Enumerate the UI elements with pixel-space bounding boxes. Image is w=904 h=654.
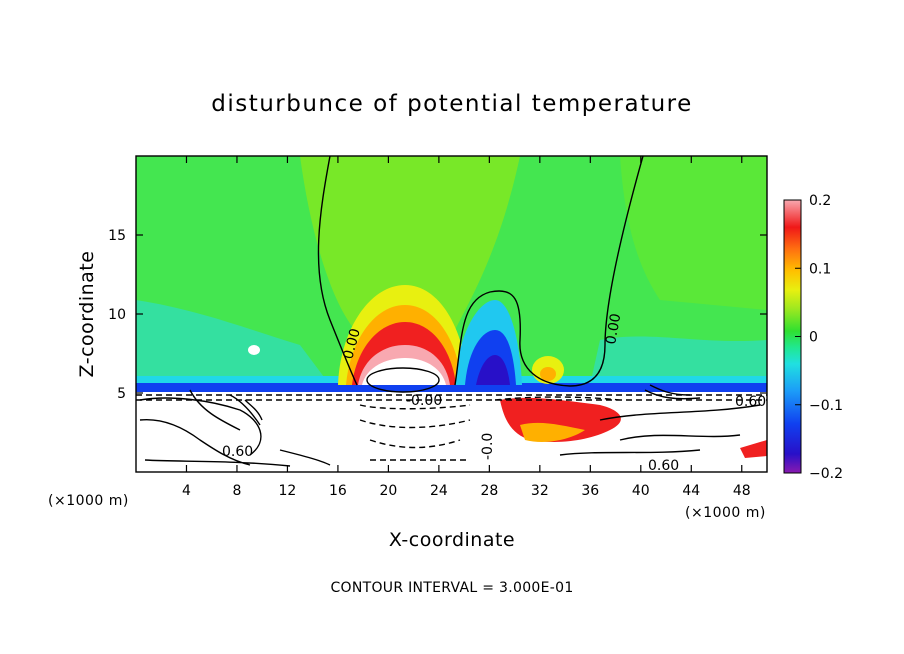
small-warm-core <box>540 367 556 381</box>
contour-label-group: 0.00 0.00 -0.00 0.60 0.60 0.60 -0.0 <box>222 312 766 474</box>
y-tick-label: 10 <box>108 307 126 323</box>
colorbar-tick-label: −0.1 <box>809 398 843 414</box>
contour-label: -0.00 <box>406 393 442 409</box>
warm-peak-core <box>362 358 446 385</box>
y-axis-ticks: 5 10 15 <box>108 228 767 402</box>
x-axis-ticks: 4 8 12 16 20 24 28 32 36 40 44 48 <box>182 156 751 499</box>
right-cluster-contours <box>644 384 701 400</box>
x-tick-label: 4 <box>182 483 191 499</box>
y-axis-unit: (×1000 m) <box>48 493 129 509</box>
x-tick-label: 28 <box>480 483 498 499</box>
contour-label: 0.60 <box>735 394 766 410</box>
contour-label: 0.60 <box>222 444 253 460</box>
lower-warm-streak-edge <box>520 422 585 442</box>
x-tick-label: 36 <box>581 483 599 499</box>
x-tick-label: 24 <box>430 483 448 499</box>
lower-right-streak <box>740 440 767 458</box>
x-tick-label: 40 <box>632 483 650 499</box>
chart-title: disturbunce of potential temperature <box>211 91 693 117</box>
y-tick-label: 5 <box>117 386 126 402</box>
contour-interval-note: CONTOUR INTERVAL = 3.000E-01 <box>330 580 573 596</box>
x-tick-label: 32 <box>531 483 549 499</box>
y-axis-label: Z-coordinate <box>76 251 98 378</box>
cold-core <box>476 355 510 385</box>
colorbar-tick-label: 0.2 <box>809 193 831 209</box>
contour-label: 0.00 <box>603 312 624 345</box>
colorbar-tick-label: 0.1 <box>809 261 831 277</box>
left-cluster-contours <box>189 389 263 431</box>
lower-solid-contours <box>139 397 761 467</box>
plot-area <box>136 156 767 472</box>
contour-label: -0.0 <box>480 433 496 460</box>
upper-cyan-right <box>590 336 767 385</box>
x-tick-label: 8 <box>232 483 241 499</box>
contour-lines <box>136 156 767 467</box>
colorbar: −0.2 −0.1 0 0.1 0.2 <box>783 193 843 482</box>
x-tick-label: 12 <box>279 483 297 499</box>
lower-region <box>136 392 767 472</box>
x-axis-unit: (×1000 m) <box>685 505 766 521</box>
x-axis-label: X-coordinate <box>389 529 515 551</box>
y-tick-label: 15 <box>108 228 126 244</box>
colorbar-ticks: −0.2 −0.1 0 0.1 0.2 <box>795 193 843 482</box>
x-tick-label: 20 <box>379 483 397 499</box>
upper-cyan-left <box>136 300 330 385</box>
lower-dashed-contours <box>136 394 767 461</box>
contour-label: 0.60 <box>648 458 679 474</box>
zero-contour-mid <box>454 156 644 387</box>
x-tick-label: 48 <box>733 483 751 499</box>
warm-core-contour <box>366 367 440 393</box>
x-tick-label: 16 <box>329 483 347 499</box>
zero-contour-left <box>317 156 358 386</box>
small-white-patch <box>248 345 260 355</box>
colorbar-tick-label: −0.2 <box>809 466 843 482</box>
colorbar-tick-label: 0 <box>809 330 818 346</box>
blue-rim <box>136 382 767 392</box>
upper-right-plume <box>620 156 767 310</box>
contour-label: 0.00 <box>340 327 364 361</box>
upper-yellowgreen-plume <box>300 156 520 330</box>
x-tick-label: 44 <box>682 483 700 499</box>
